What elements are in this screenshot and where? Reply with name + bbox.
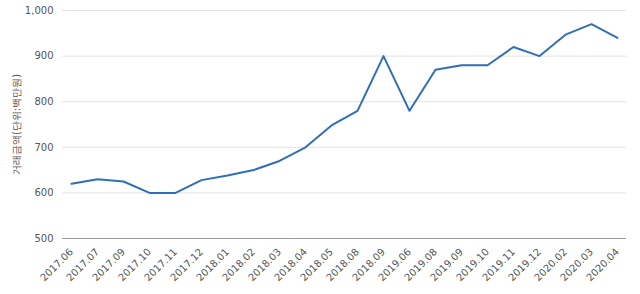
svg-text:2019.09: 2019.09	[428, 246, 466, 284]
svg-text:2017.07: 2017.07	[64, 246, 102, 284]
svg-text:2018.01: 2018.01	[194, 246, 232, 284]
svg-text:2020.02: 2020.02	[532, 246, 570, 284]
svg-text:2017.12: 2017.12	[168, 246, 206, 284]
svg-text:2019.12: 2019.12	[506, 246, 544, 284]
svg-text:2017.06: 2017.06	[38, 246, 76, 284]
svg-text:2018.02: 2018.02	[220, 246, 258, 284]
svg-text:2017.10: 2017.10	[116, 246, 154, 284]
svg-text:거래금액(단위:백만원): 거래금액(단위:백만원)	[11, 74, 22, 175]
svg-text:2019.06: 2019.06	[376, 246, 414, 284]
svg-text:2018.09: 2018.09	[350, 246, 388, 284]
svg-text:2020.04: 2020.04	[584, 246, 621, 283]
svg-text:2019.10: 2019.10	[454, 246, 492, 284]
svg-text:2018.05: 2018.05	[298, 246, 336, 284]
svg-text:800: 800	[34, 96, 53, 107]
svg-text:700: 700	[34, 142, 53, 153]
svg-text:2018.08: 2018.08	[324, 246, 362, 284]
svg-text:2019.08: 2019.08	[402, 246, 440, 284]
svg-text:600: 600	[34, 187, 53, 198]
svg-text:900: 900	[34, 50, 53, 61]
svg-text:1,000: 1,000	[25, 5, 54, 16]
svg-text:2018.04: 2018.04	[272, 246, 310, 284]
svg-text:2019.11: 2019.11	[480, 246, 518, 284]
svg-text:2017.09: 2017.09	[90, 246, 128, 284]
svg-text:2017.11: 2017.11	[142, 246, 180, 284]
svg-text:2018.03: 2018.03	[246, 246, 284, 284]
svg-text:500: 500	[34, 233, 53, 244]
svg-text:2020.03: 2020.03	[558, 246, 596, 284]
